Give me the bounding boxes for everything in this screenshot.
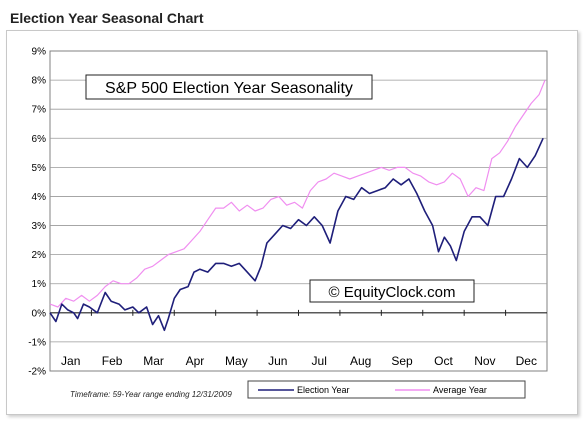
month-label: Feb [102, 354, 123, 368]
series-election-year [49, 137, 544, 332]
y-tick-label: -2% [28, 367, 46, 378]
month-label: Oct [434, 354, 453, 368]
month-label: May [225, 354, 248, 368]
page-title: Election Year Seasonal Chart [10, 10, 204, 26]
month-label: Apr [186, 354, 205, 368]
y-tick-label: 2% [32, 250, 47, 261]
month-label: Jan [61, 354, 80, 368]
month-label: Dec [516, 354, 537, 368]
legend: Election Year Average Year [247, 380, 526, 399]
series-average-year [49, 79, 546, 308]
y-tick-label: 5% [32, 163, 47, 174]
series-lines [49, 79, 546, 332]
chart-title: S&P 500 Election Year Seasonality [105, 80, 353, 97]
y-tick-label: 1% [32, 279, 47, 290]
y-tick-label: 3% [32, 221, 47, 232]
legend-label-average-year: Average Year [433, 385, 487, 395]
watermark: © EquityClock.com [329, 284, 456, 301]
footnote: Timeframe: 59-Year range ending 12/31/20… [70, 390, 232, 399]
y-tick-label: -1% [28, 337, 46, 348]
month-label: Jun [268, 354, 287, 368]
y-tick-label: 0% [32, 308, 47, 319]
y-axis: -2% -1% 0% 1% 2% 3% 4% 5% 6% 7% 8% 9% [28, 47, 46, 378]
grid [50, 79, 547, 343]
month-label: Aug [350, 354, 371, 368]
month-label: Nov [474, 354, 495, 368]
month-label: Jul [312, 354, 327, 368]
watermark-box: © EquityClock.com [309, 279, 475, 303]
y-tick-label: 4% [32, 192, 47, 203]
y-tick-label: 6% [32, 134, 47, 145]
chart-title-box: S&P 500 Election Year Seasonality [85, 74, 373, 100]
y-tick-label: 8% [32, 76, 47, 87]
x-axis: Jan Feb Mar Apr May Jun Jul Aug Sep Oct Nov Dec [61, 309, 537, 368]
y-tick-label: 7% [32, 105, 47, 116]
month-label: Sep [391, 354, 413, 368]
month-label: Mar [143, 354, 164, 368]
plot-area [49, 50, 548, 372]
y-tick-label: 9% [32, 47, 47, 58]
legend-label-election-year: Election Year [297, 385, 350, 395]
